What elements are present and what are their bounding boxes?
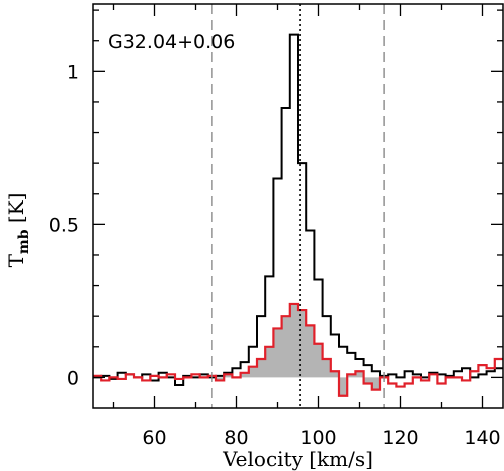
plot-frame bbox=[92, 3, 504, 409]
shaded-area-series-1 bbox=[211, 303, 385, 396]
source-label: G32.04+0.06 bbox=[108, 31, 235, 53]
velocity-markers bbox=[211, 4, 385, 408]
y-axis-symbol: T bbox=[4, 253, 28, 267]
y-tick-label: 0 bbox=[67, 367, 79, 389]
x-tick-label: 60 bbox=[142, 427, 166, 449]
x-axis-label: Velocity [km/s] bbox=[222, 447, 373, 471]
y-axis-unit-text: [K] bbox=[4, 193, 28, 224]
x-tick-label: 80 bbox=[224, 427, 248, 449]
y-tick-label: 0.5 bbox=[49, 214, 79, 236]
axis-ticks bbox=[93, 4, 503, 408]
x-tick-label: 140 bbox=[464, 427, 500, 449]
x-tick-label: 120 bbox=[382, 427, 418, 449]
y-axis-subscript: mb bbox=[16, 229, 32, 254]
y-tick-label: 1 bbox=[67, 61, 79, 83]
tick-labels: 60 80 100 120 140 0 0.5 1 bbox=[49, 61, 501, 449]
spectra bbox=[93, 33, 503, 397]
integrated-area-shading bbox=[211, 303, 385, 396]
x-tick-label: 100 bbox=[300, 427, 336, 449]
y-axis-label: Tmb [K] bbox=[4, 193, 32, 268]
spectrum-series-1 bbox=[93, 302, 503, 397]
spectrum-series-0 bbox=[93, 33, 503, 387]
svg-text:Tmb [K]: Tmb [K] bbox=[4, 193, 32, 268]
